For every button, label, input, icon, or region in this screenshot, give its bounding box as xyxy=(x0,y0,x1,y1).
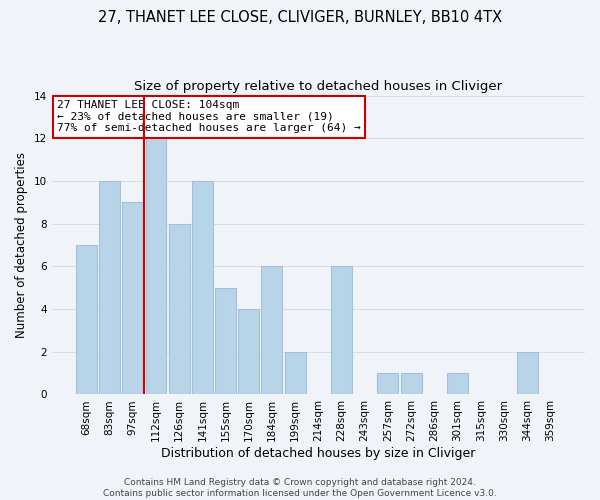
Bar xyxy=(262,266,283,394)
Text: 27 THANET LEE CLOSE: 104sqm
← 23% of detached houses are smaller (19)
77% of sem: 27 THANET LEE CLOSE: 104sqm ← 23% of det… xyxy=(57,100,361,133)
Text: Contains HM Land Registry data © Crown copyright and database right 2024.
Contai: Contains HM Land Registry data © Crown c… xyxy=(103,478,497,498)
Bar xyxy=(215,288,236,395)
Bar xyxy=(99,181,120,394)
Bar xyxy=(284,352,305,395)
Text: 27, THANET LEE CLOSE, CLIVIGER, BURNLEY, BB10 4TX: 27, THANET LEE CLOSE, CLIVIGER, BURNLEY,… xyxy=(98,10,502,25)
Y-axis label: Number of detached properties: Number of detached properties xyxy=(15,152,28,338)
Bar xyxy=(122,202,143,394)
Bar xyxy=(517,352,538,395)
Bar xyxy=(447,373,468,394)
Bar xyxy=(146,138,166,394)
Title: Size of property relative to detached houses in Cliviger: Size of property relative to detached ho… xyxy=(134,80,502,93)
Bar xyxy=(192,181,213,394)
X-axis label: Distribution of detached houses by size in Cliviger: Distribution of detached houses by size … xyxy=(161,447,476,460)
Bar xyxy=(377,373,398,394)
Bar xyxy=(169,224,190,394)
Bar xyxy=(401,373,422,394)
Bar xyxy=(76,245,97,394)
Bar xyxy=(238,309,259,394)
Bar xyxy=(331,266,352,394)
